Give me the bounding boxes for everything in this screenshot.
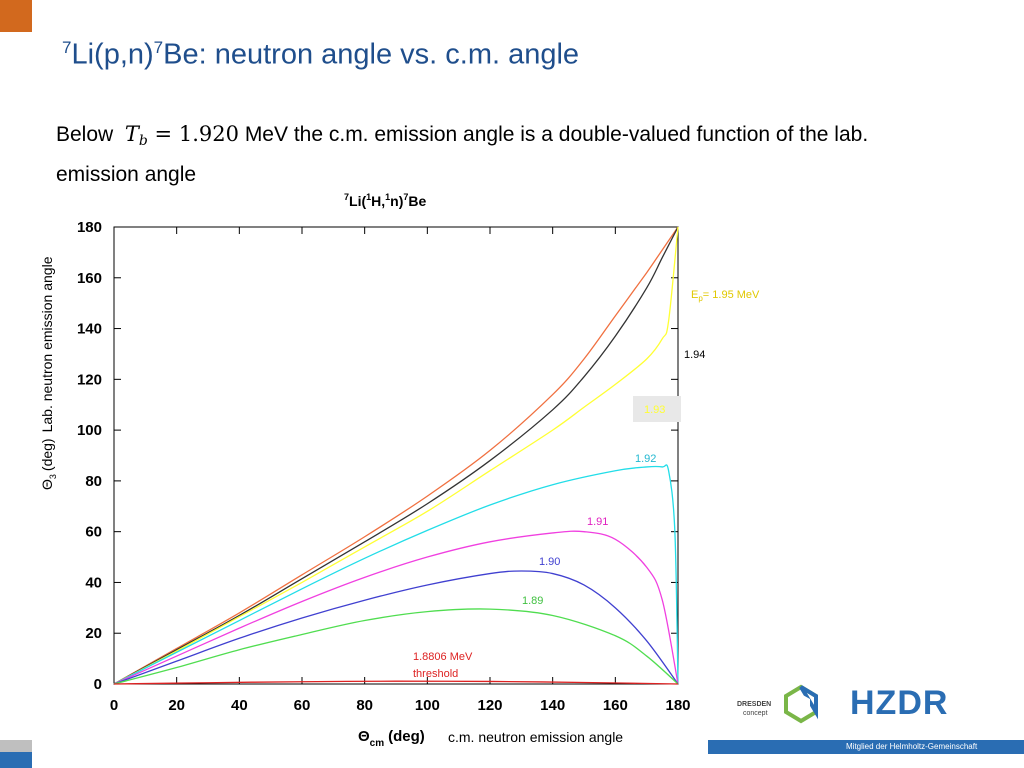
x-tick-label: 160: [603, 697, 628, 714]
series-label-1-92: 1.92: [635, 453, 656, 465]
x-tick-label: 20: [168, 697, 185, 714]
chart-title-sup-4: 7: [403, 192, 408, 202]
y-axis-description: Lab. neutron emission angle: [39, 256, 55, 432]
title-superscript-1: 7: [62, 38, 72, 57]
math-variable: T: [124, 122, 139, 146]
series-line-1-90: [113, 570, 679, 685]
series-line-1-92: [113, 464, 679, 685]
x-axis-unit: (deg): [388, 728, 425, 745]
chart-title-sup-2: 1: [366, 192, 371, 202]
y-tick-label: 180: [77, 219, 102, 236]
x-tick-label: 180: [665, 697, 690, 714]
body-paragraph: Below Tb = 1.920 MeV the c.m. emission a…: [56, 118, 956, 191]
threshold-formula: Tb = 1.920: [124, 122, 239, 149]
dresden-hexagon-icon: [784, 684, 818, 724]
x-tick-label: 120: [477, 697, 502, 714]
series-label-1-93-box: [633, 396, 681, 422]
label-e-sub: p: [698, 294, 703, 303]
bottom-left-blue-block: [0, 752, 32, 768]
accent-square: [0, 0, 32, 32]
title-part-2: Be: neutron angle vs. c.m. angle: [163, 38, 580, 71]
dresden-text: DRESDEN: [737, 701, 771, 708]
dresden-concept-logo: DRESDEN concept: [737, 684, 818, 724]
x-axis-symbol: Θ: [358, 728, 370, 745]
title-part-1: Li(p,n): [71, 38, 154, 71]
y-tick-label: 20: [85, 625, 102, 642]
body-suffix: MeV the c.m. emission angle is a double-…: [56, 123, 869, 186]
y-tick-label: 160: [77, 270, 102, 287]
series-label-1-90: 1.90: [539, 556, 560, 568]
y-tick-label: 120: [77, 371, 102, 388]
x-tick-label: 100: [415, 697, 440, 714]
x-axis-label: Θcm (deg): [358, 728, 425, 749]
math-value: 1.920: [178, 122, 239, 146]
y-tick-label: 40: [85, 574, 102, 591]
series-label-1-89: 1.89: [522, 595, 543, 607]
hzdr-logo: HZDR: [850, 684, 949, 722]
series-line-1-91: [113, 530, 679, 685]
chart-title-part-2: H,: [371, 193, 385, 209]
series-label-1-94: 1.94: [684, 349, 705, 361]
series-line-1-94: [113, 226, 679, 685]
y-axis-label: Θ3 (deg) Lab. neutron emission angle: [39, 256, 58, 490]
chart-title-part-4: Be: [408, 193, 426, 209]
series-label-1-93: 1.93: [644, 404, 665, 416]
chart-title-part-3: n): [390, 193, 403, 209]
footer-bar: [708, 740, 1024, 754]
series-label-1-91: 1.91: [587, 516, 608, 528]
y-tick-label: 140: [77, 321, 102, 338]
x-tick-label: 60: [294, 697, 311, 714]
chart-title: 7Li(1H,1n)7Be: [344, 192, 427, 209]
series-line-1-89: [113, 608, 679, 685]
math-equals: =: [154, 122, 173, 146]
x-tick-label: 40: [231, 697, 248, 714]
body-prefix: Below: [56, 123, 114, 146]
x-axis-subscript: cm: [370, 738, 385, 749]
y-tick-label: 100: [77, 422, 102, 439]
chart-title-part-1: Li(: [349, 193, 366, 209]
concept-text: concept: [743, 710, 768, 717]
series-group: [113, 226, 679, 685]
x-tick-label: 80: [356, 697, 373, 714]
label-e-suffix: = 1.95 MeV: [703, 289, 760, 301]
axis-ticks: 0 20 40 60 80 100 120 140 160 180 0 20 40 60 80 100 120 1…: [77, 219, 691, 714]
series-label-1-95: Ep= 1.95 MeV: [691, 289, 760, 303]
y-axis-symbol: Θ: [39, 479, 55, 490]
chart-title-sup-1: 7: [344, 192, 349, 202]
y-axis-label-group: Θ3 (deg) Lab. neutron emission angle: [39, 256, 58, 490]
series-label-threshold-1: 1.8806 MeV: [413, 651, 473, 663]
series-line-1-93: [113, 226, 679, 685]
slide-title: 7Li(p,n)7Be: neutron angle vs. c.m. angl…: [62, 38, 579, 72]
x-tick-label: 140: [540, 697, 565, 714]
y-axis-unit: (deg): [39, 438, 55, 471]
y-tick-label: 80: [85, 473, 102, 490]
y-tick-label: 0: [94, 676, 102, 693]
x-axis-description: c.m. neutron emission angle: [448, 729, 623, 745]
series-line-1-8806-mev-threshold: [113, 680, 679, 685]
label-e: E: [691, 289, 698, 301]
hexagon-inner-icon: [792, 694, 810, 714]
y-tick-label: 60: [85, 524, 102, 541]
series-label-threshold-2: threshold: [413, 668, 458, 680]
math-subscript: b: [138, 133, 148, 149]
title-superscript-2: 7: [153, 38, 164, 57]
series-line-1-95: [113, 226, 679, 685]
x-tick-label: 0: [110, 697, 118, 714]
footer-text: Mitglied der Helmholtz-Gemeinschaft: [846, 742, 978, 751]
plot-frame: [113, 226, 679, 685]
y-axis-subscript: 3: [48, 474, 58, 479]
chart-title-sup-3: 1: [385, 192, 390, 202]
